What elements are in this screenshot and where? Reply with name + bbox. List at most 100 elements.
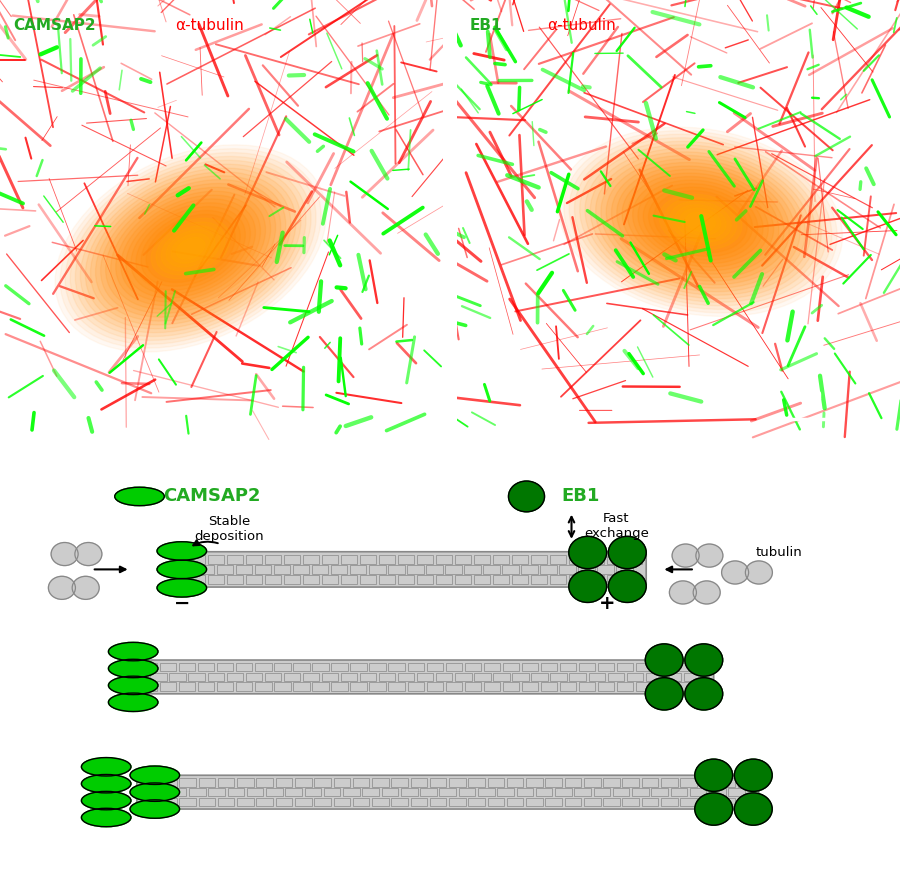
Circle shape: [722, 561, 749, 584]
Ellipse shape: [659, 194, 742, 250]
Circle shape: [75, 542, 102, 566]
Bar: [540, 565, 556, 574]
Bar: [454, 575, 471, 584]
Bar: [436, 575, 452, 584]
Ellipse shape: [111, 187, 271, 310]
Bar: [227, 555, 243, 564]
Bar: [350, 565, 366, 574]
Ellipse shape: [91, 172, 291, 325]
Bar: [188, 673, 205, 681]
Bar: [353, 797, 369, 806]
Ellipse shape: [81, 808, 131, 827]
Bar: [655, 663, 671, 672]
Bar: [275, 778, 292, 787]
Bar: [284, 673, 300, 681]
Bar: [218, 778, 235, 787]
Ellipse shape: [130, 800, 180, 818]
Bar: [265, 673, 281, 681]
Ellipse shape: [171, 234, 210, 263]
Bar: [608, 673, 624, 681]
Bar: [545, 778, 562, 787]
Bar: [363, 788, 379, 797]
FancyBboxPatch shape: [137, 775, 759, 809]
Bar: [236, 565, 252, 574]
Bar: [427, 663, 443, 672]
Bar: [179, 663, 195, 672]
Ellipse shape: [126, 199, 256, 298]
Bar: [483, 682, 500, 690]
Bar: [302, 673, 320, 681]
Bar: [312, 565, 328, 574]
Bar: [179, 797, 196, 806]
Bar: [709, 788, 725, 797]
Ellipse shape: [166, 230, 215, 267]
Bar: [350, 682, 367, 690]
Text: EB1: EB1: [470, 18, 502, 33]
Circle shape: [645, 644, 683, 676]
Ellipse shape: [146, 214, 235, 283]
Circle shape: [49, 576, 76, 599]
Bar: [594, 788, 610, 797]
Bar: [369, 565, 385, 574]
Bar: [502, 565, 518, 574]
Bar: [503, 663, 519, 672]
Ellipse shape: [116, 191, 266, 306]
Bar: [623, 778, 639, 787]
Circle shape: [695, 793, 733, 825]
Ellipse shape: [80, 164, 301, 333]
Bar: [246, 555, 262, 564]
Circle shape: [672, 544, 699, 567]
Bar: [227, 575, 243, 584]
Ellipse shape: [627, 173, 774, 270]
Bar: [360, 575, 376, 584]
Bar: [541, 663, 557, 672]
Bar: [274, 565, 291, 574]
Bar: [255, 565, 272, 574]
Circle shape: [745, 561, 772, 584]
Bar: [398, 555, 414, 564]
Bar: [473, 575, 491, 584]
Bar: [389, 663, 405, 672]
Bar: [642, 797, 658, 806]
Bar: [449, 778, 465, 787]
Bar: [507, 797, 524, 806]
Bar: [661, 797, 678, 806]
Ellipse shape: [601, 155, 800, 288]
Ellipse shape: [81, 757, 131, 776]
Bar: [526, 778, 543, 787]
Bar: [314, 797, 331, 806]
Ellipse shape: [130, 783, 180, 801]
Bar: [392, 778, 408, 787]
Bar: [302, 575, 319, 584]
Bar: [331, 663, 347, 672]
Bar: [699, 778, 716, 787]
Bar: [464, 565, 481, 574]
Ellipse shape: [607, 159, 795, 285]
Bar: [236, 663, 253, 672]
Bar: [369, 682, 386, 690]
Ellipse shape: [136, 207, 246, 290]
Bar: [353, 778, 369, 787]
Circle shape: [508, 481, 544, 512]
Bar: [275, 797, 292, 806]
Bar: [372, 797, 389, 806]
Bar: [661, 778, 678, 787]
Ellipse shape: [590, 148, 811, 295]
Ellipse shape: [86, 168, 296, 329]
Circle shape: [645, 678, 683, 710]
Text: tubulin: tubulin: [755, 546, 802, 559]
Bar: [699, 797, 716, 806]
Bar: [408, 682, 424, 690]
Bar: [674, 663, 690, 672]
Bar: [459, 788, 475, 797]
Circle shape: [51, 542, 78, 566]
Bar: [324, 788, 340, 797]
Bar: [468, 797, 485, 806]
Ellipse shape: [616, 166, 784, 277]
Bar: [632, 788, 649, 797]
Circle shape: [695, 759, 733, 791]
Bar: [446, 663, 462, 672]
Bar: [265, 575, 281, 584]
Bar: [198, 565, 214, 574]
Bar: [256, 797, 273, 806]
